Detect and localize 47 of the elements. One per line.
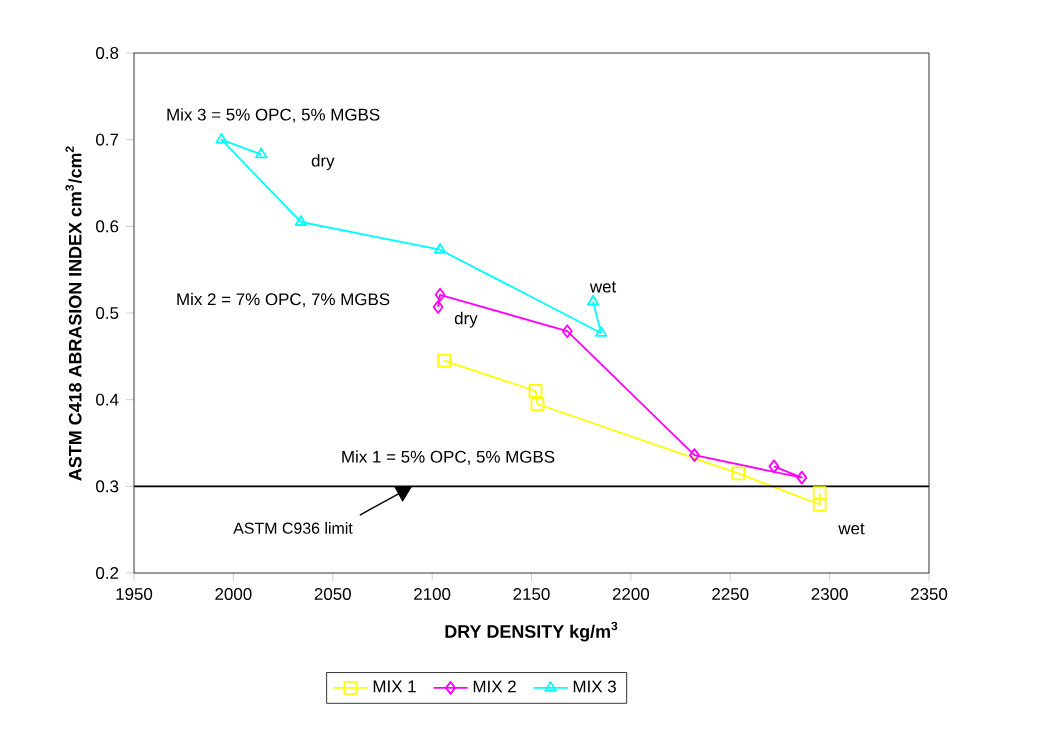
point (768, 459, 780, 474)
ref-line-label: ASTM C936 limit (233, 522, 353, 534)
point (587, 294, 600, 306)
annotation: dry (454, 311, 478, 328)
y-tick-label: 0.3 (96, 480, 119, 493)
y-tick-label: 0.7 (96, 133, 119, 146)
point (432, 300, 444, 314)
point (528, 384, 543, 398)
x-tick-label: 2200 (612, 588, 650, 601)
annotation: Mix 2 = 7% OPC, 7% MGBS (177, 292, 390, 308)
annotation: Mix 3 = 5% OPC, 5% MGBS (167, 108, 380, 123)
y-tick-label: 0.2 (96, 567, 119, 579)
x-tick-label: 2150 (513, 588, 550, 601)
point (796, 470, 808, 485)
point (689, 448, 700, 463)
x-tick-label: 2100 (414, 588, 451, 601)
x-tick-label: 2250 (712, 588, 749, 601)
point (812, 486, 827, 501)
annotation: dry (311, 154, 335, 171)
point (255, 147, 268, 159)
y-tick-label: 0.8 (96, 47, 119, 59)
point (594, 326, 608, 337)
annotation: wet (589, 281, 617, 293)
annotation: wet (838, 523, 865, 535)
point (294, 215, 308, 226)
x-tick-label: 2350 (911, 588, 948, 601)
x-axis-title: DRY DENSITY kg/m$^{3}$ (445, 621, 618, 642)
point (433, 242, 447, 254)
point (812, 497, 827, 512)
y-tick-label: 0.4 (96, 393, 119, 406)
legend-label: MIX 1 (373, 680, 416, 693)
legend-label: MIX 3 (573, 680, 616, 693)
point (434, 287, 446, 302)
y-axis-title: ASTM C418 ABRASION INDEX cm$^{3}$/cm$^{2}$ (65, 146, 82, 481)
point (437, 353, 451, 368)
x-tick-label: 2050 (314, 588, 351, 601)
x-tick-label: 2300 (811, 588, 848, 601)
y-tick-label: 0.5 (96, 307, 119, 319)
x-tick-label: 2000 (215, 588, 252, 601)
point (731, 466, 746, 481)
legend-label: MIX 2 (473, 680, 516, 693)
point (530, 397, 545, 411)
y-tick-label: 0.6 (96, 220, 119, 233)
point (561, 324, 573, 339)
x-tick-label: 1950 (116, 588, 153, 601)
point (215, 132, 228, 144)
annotation: Mix 1 = 5% OPC, 5% MGBS (342, 450, 555, 465)
